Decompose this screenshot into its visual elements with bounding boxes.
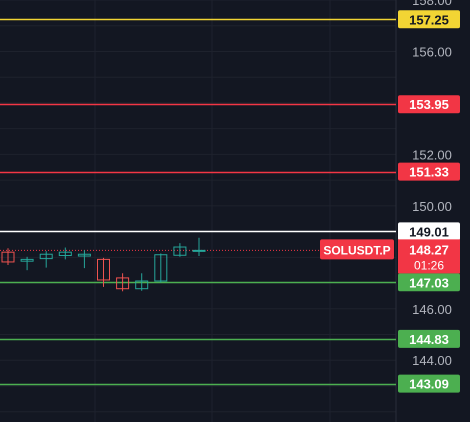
level-label: 143.09 bbox=[409, 377, 449, 392]
tick-label: 158.00 bbox=[412, 0, 452, 8]
tick-label: 146.00 bbox=[412, 302, 452, 317]
level-label-bg bbox=[398, 374, 460, 393]
candle-body bbox=[192, 249, 206, 252]
tick-label: 152.00 bbox=[412, 147, 452, 162]
level-label-bg bbox=[398, 329, 460, 348]
price-axis: 158.00 156.00 152.00 150.00 146.00 144.00 bbox=[412, 0, 452, 368]
tick-label: 156.00 bbox=[412, 44, 452, 59]
level-label-bg bbox=[398, 95, 460, 114]
level-label: 149.01 bbox=[409, 224, 449, 239]
current-price-label: 148.27 bbox=[409, 242, 449, 257]
current-price-badge-bg bbox=[398, 239, 460, 274]
level-label-bg bbox=[398, 222, 460, 241]
level-label: 144.83 bbox=[409, 332, 449, 347]
candle-body bbox=[116, 277, 130, 290]
symbol-label: SOLUSDT.P bbox=[323, 243, 390, 257]
level-label: 147.03 bbox=[409, 275, 449, 290]
symbol-badge: SOLUSDT.P bbox=[320, 239, 394, 260]
candle-body bbox=[135, 280, 149, 290]
level-label-bg bbox=[398, 162, 460, 181]
candles bbox=[1, 237, 206, 292]
candle-body bbox=[1, 251, 15, 263]
current-price-badge: 148.27 01:26 bbox=[398, 239, 460, 274]
candle-body bbox=[173, 246, 187, 256]
symbol-badge-bg bbox=[320, 239, 394, 260]
level-label-bg bbox=[398, 10, 460, 29]
level-label: 157.25 bbox=[409, 12, 449, 27]
level-lines bbox=[0, 18, 396, 386]
countdown-label: 01:26 bbox=[414, 258, 444, 272]
candle-body bbox=[97, 258, 110, 281]
candle-body bbox=[58, 251, 72, 257]
candle-body bbox=[77, 253, 91, 257]
candle-body bbox=[39, 253, 53, 260]
candle-body bbox=[154, 254, 168, 282]
level-label: 153.95 bbox=[409, 97, 449, 112]
level-label-bg bbox=[398, 273, 460, 292]
level-labels: 157.25 153.95 151.33 149.01 147.03 144.83 143.… bbox=[398, 10, 460, 393]
level-label: 151.33 bbox=[409, 165, 449, 180]
candle-body bbox=[20, 258, 34, 262]
tick-label: 144.00 bbox=[412, 353, 452, 368]
tick-label: 150.00 bbox=[412, 199, 452, 214]
